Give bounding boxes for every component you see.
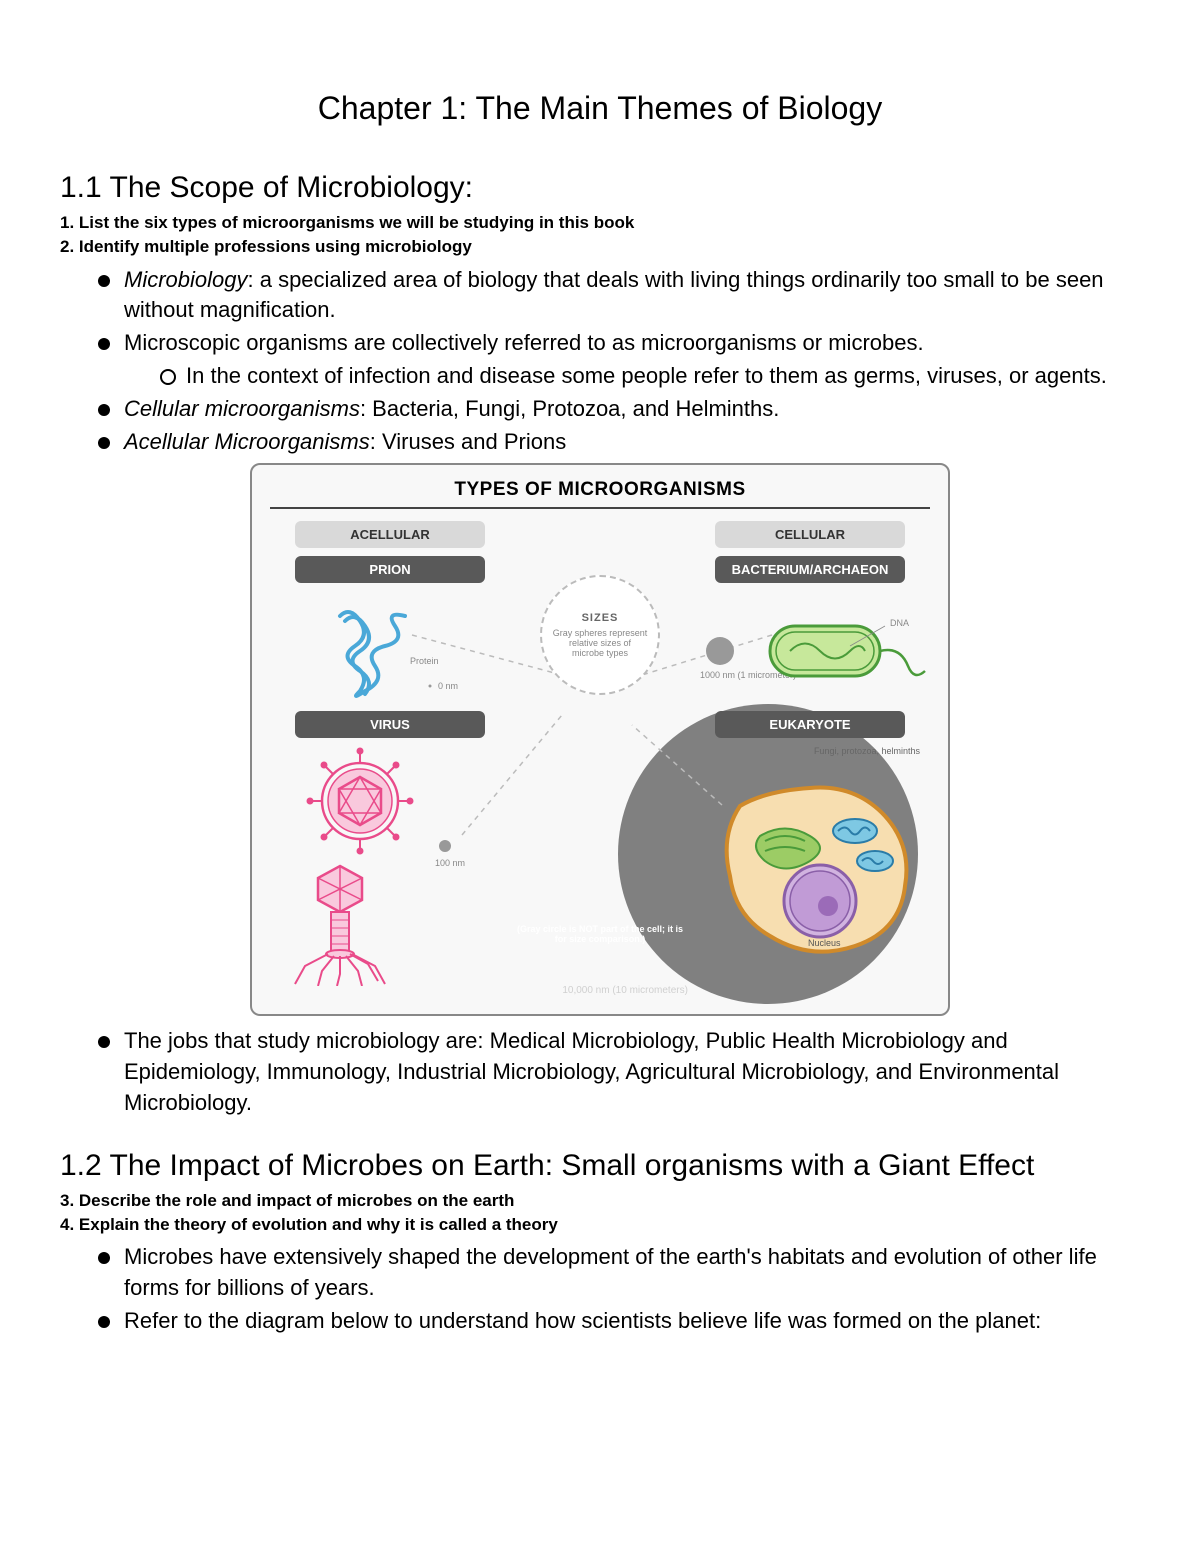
eukaryote-caption: Fungi, protozoa, helminths [814,746,920,756]
eukaryote-label: EUKARYOTE [715,711,905,738]
bacterium-art: 1000 nm (1 micrometer) DNA [690,591,930,711]
acellular-header: ACELLULAR [295,521,485,548]
bullet-habitats: Microbes have extensively shaped the dev… [98,1242,1140,1304]
types-diagram: TYPES OF MICROORGANISMS SIZES Gray spher… [250,463,950,1016]
objective-4: 4. Explain the theory of evolution and w… [60,1213,1140,1237]
bullet-acellular: Acellular Microorganisms: Viruses and Pr… [98,427,1140,458]
def-microbiology: : a specialized area of biology that dea… [124,267,1104,323]
objective-2: 2. Identify multiple professions using m… [60,235,1140,259]
virus-label: VIRUS [295,711,485,738]
nucleus-label: Nucleus [808,938,841,948]
diagram-title: TYPES OF MICROORGANISMS [270,479,930,501]
bullet-microbiology: Microbiology: a specialized area of biol… [98,265,1140,327]
virus-size-label: 100 nm [435,858,465,868]
sizes-title: SIZES [582,612,619,624]
bullet-microscopic: Microscopic organisms are collectively r… [98,328,1140,392]
sub-bullets: In the context of infection and disease … [124,361,1140,392]
def-acellular: : Viruses and Prions [370,429,566,454]
chapter-title: Chapter 1: The Main Themes of Biology [60,90,1140,127]
bact-dna-label: DNA [890,618,909,628]
text-microscopic: Microscopic organisms are collectively r… [124,330,924,355]
sub-germs: In the context of infection and disease … [160,361,1140,392]
term-microbiology: Microbiology [124,267,248,292]
objective-3: 3. Describe the role and impact of micro… [60,1189,1140,1213]
bullet-refer-diagram: Refer to the diagram below to understand… [98,1306,1140,1337]
prion-size-label: 0 nm [438,681,458,691]
eukaryote-art: Nucleus [690,756,930,996]
acellular-column: ACELLULAR PRION 0 nm Protein VIRUS [270,521,510,996]
section-1-bullets-after: The jobs that study microbiology are: Me… [60,1026,1140,1118]
sizes-circle: SIZES Gray spheres represent relative si… [540,575,660,695]
term-cellular: Cellular microorganisms [124,396,360,421]
section-1-heading: 1.1 The Scope of Microbiology: [60,171,1140,205]
term-acellular: Acellular Microorganisms [124,429,370,454]
section-2-heading: 1.2 The Impact of Microbes on Earth: Sma… [60,1149,1140,1183]
def-cellular: : Bacteria, Fungi, Protozoa, and Helmint… [360,396,779,421]
objective-1: 1. List the six types of microorganisms … [60,211,1140,235]
prion-caption: Protein [410,656,439,666]
cellular-column: CELLULAR BACTERIUM/ARCHAEON 1000 nm (1 m… [690,521,930,996]
bullet-jobs: The jobs that study microbiology are: Me… [98,1026,1140,1118]
diagram-container: TYPES OF MICROORGANISMS SIZES Gray spher… [60,463,1140,1016]
cellular-header: CELLULAR [715,521,905,548]
prion-icon: 0 nm Protein [310,596,470,706]
section-2-bullets: Microbes have extensively shaped the dev… [60,1242,1140,1336]
diagram-rule [270,507,930,509]
bacterium-icon: 1000 nm (1 micrometer) DNA [690,596,930,706]
prion-label: PRION [295,556,485,583]
prion-art: 0 nm Protein [270,591,510,711]
bacterium-label: BACTERIUM/ARCHAEON [715,556,905,583]
sizes-desc: Gray spheres represent relative sizes of… [552,628,648,658]
bullet-cellular: Cellular microorganisms: Bacteria, Fungi… [98,394,1140,425]
virus-icon: 100 nm [280,746,500,986]
eukaryote-icon: Nucleus [690,766,930,986]
virus-art: 100 nm [270,746,510,986]
section-1-bullets: Microbiology: a specialized area of biol… [60,265,1140,458]
